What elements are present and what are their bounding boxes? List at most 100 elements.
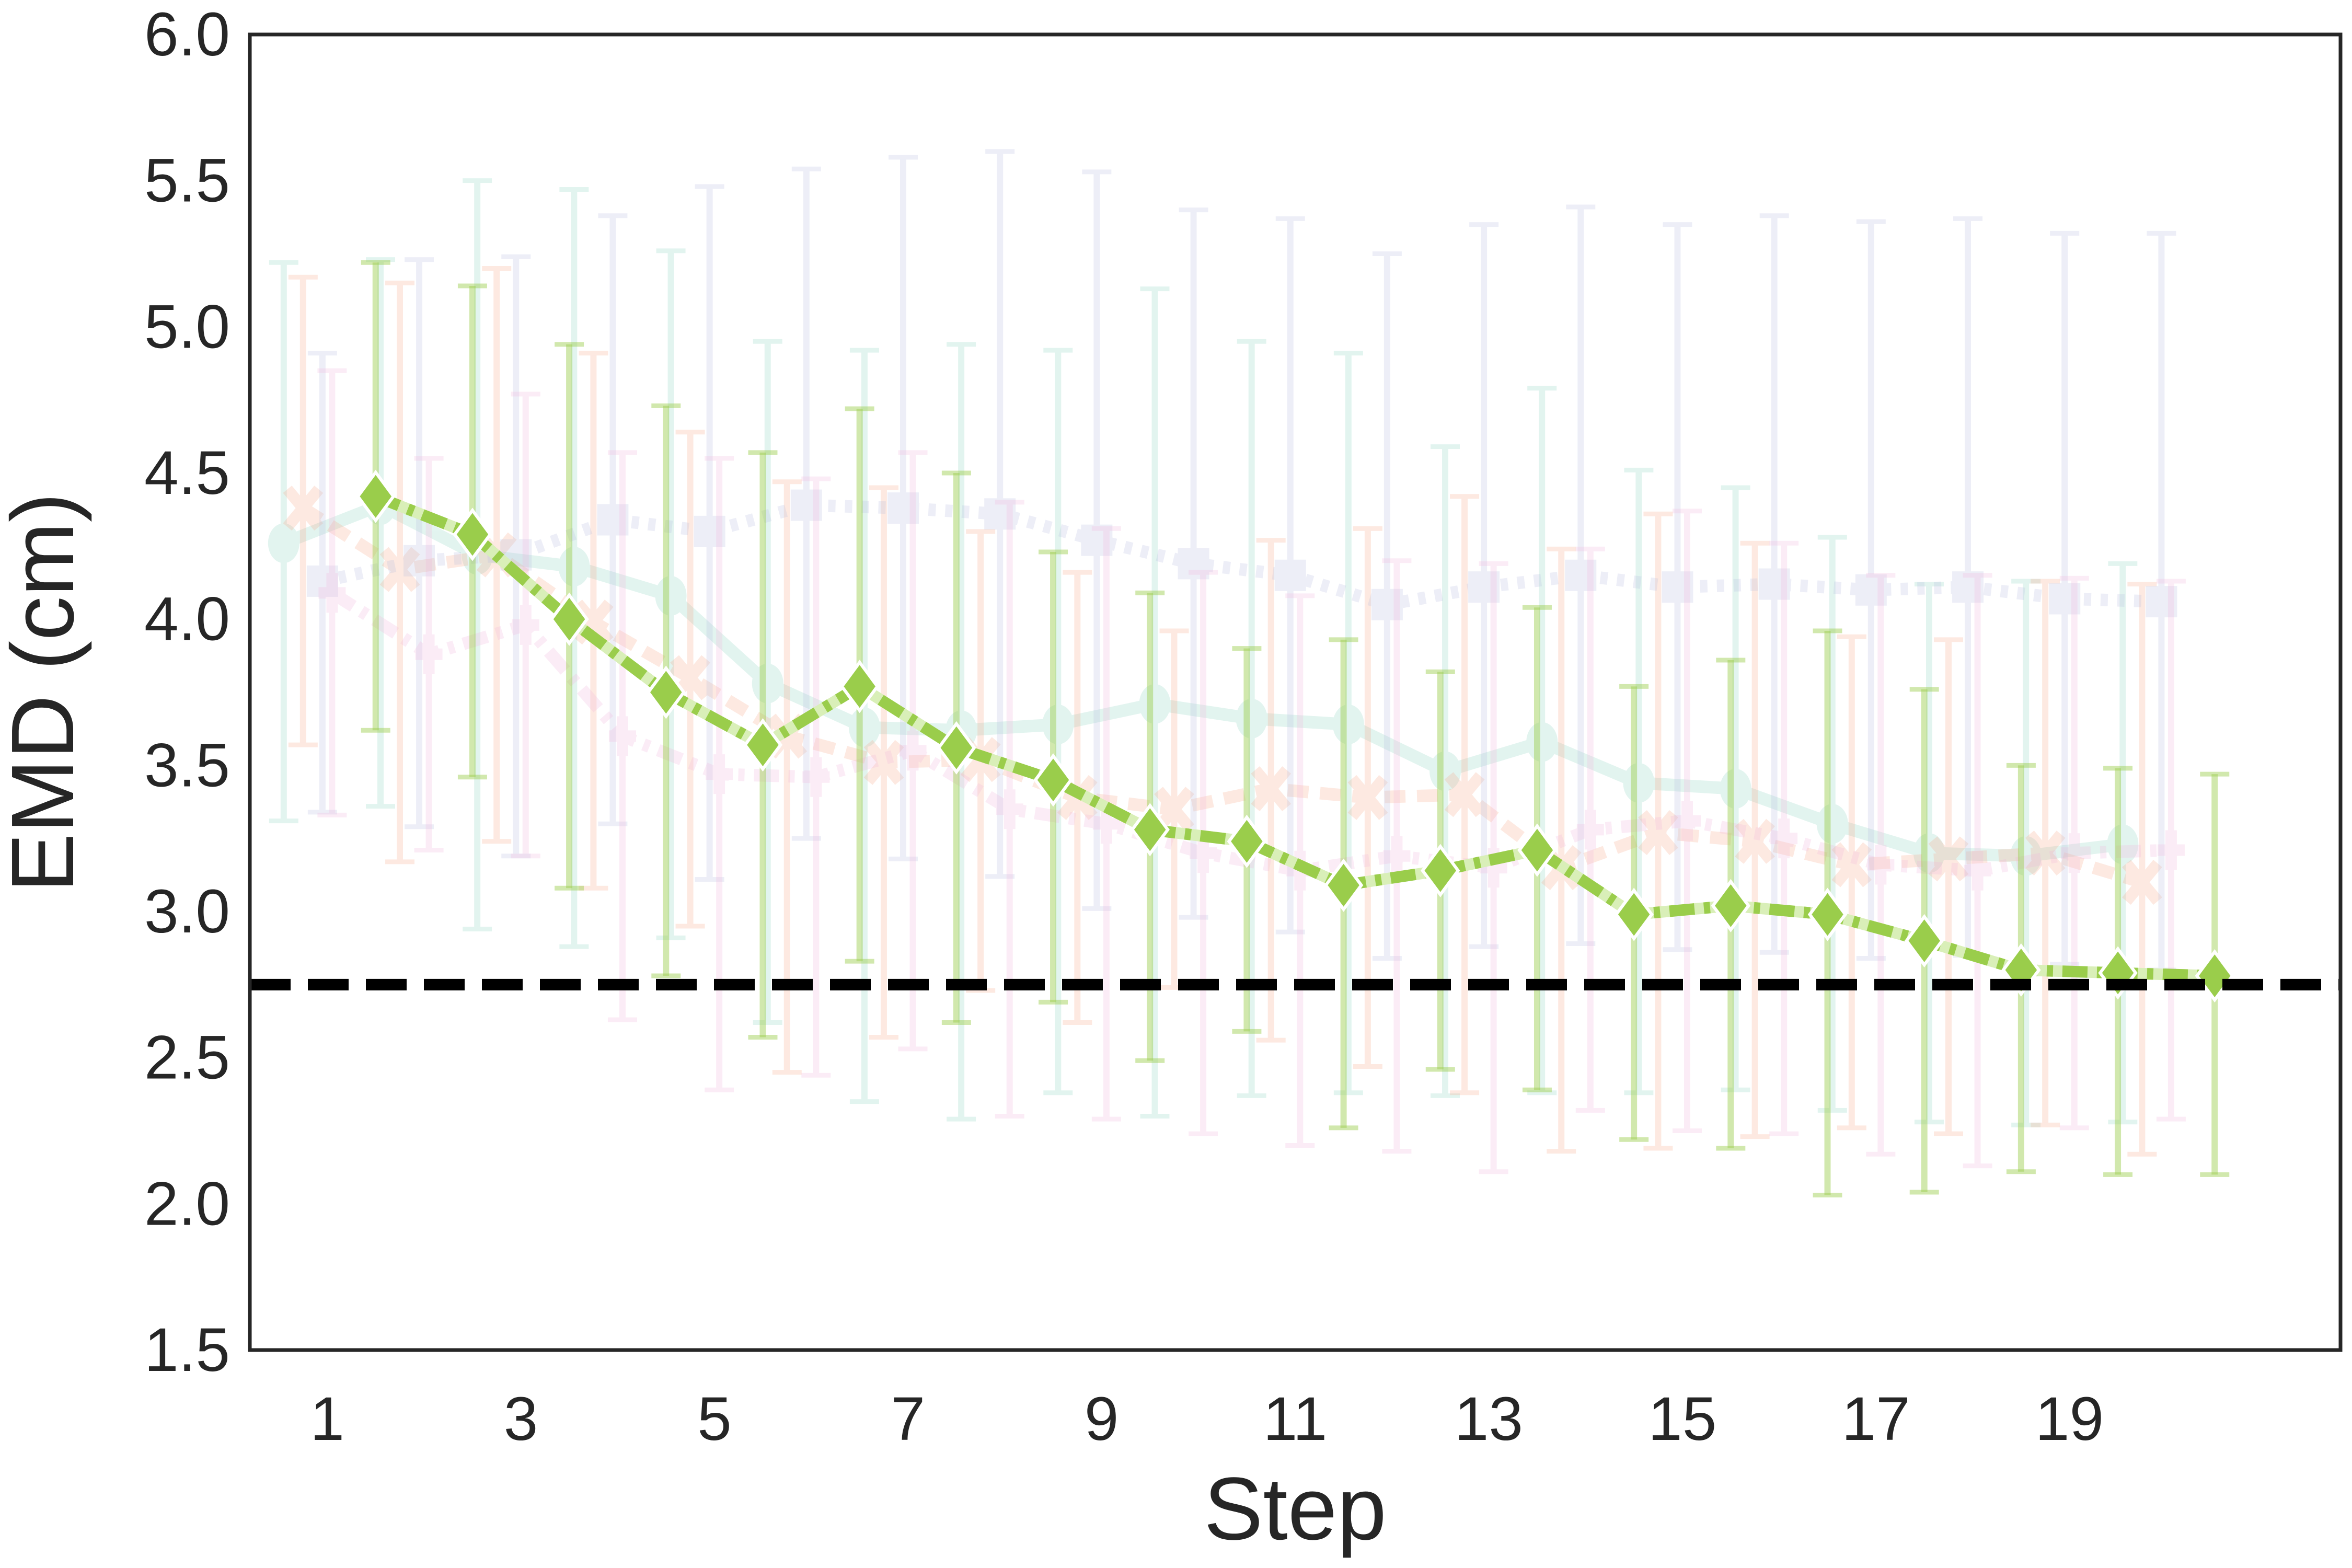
y-axis-ticks: 1.5 2.0 2.5 3.0 3.5 4.0 4.5 5.0 5.5 6.0	[144, 0, 230, 1385]
x-tick-label: 15	[1648, 1385, 1716, 1454]
x-marker	[1251, 766, 1292, 812]
diamond-marker	[356, 469, 396, 523]
x-marker	[1347, 775, 1388, 820]
square-marker	[790, 489, 822, 521]
plus-marker	[1674, 801, 1701, 841]
x-tick-label: 1	[310, 1385, 344, 1454]
axes-frame	[248, 32, 2343, 1352]
diamond-marker	[1033, 753, 1073, 807]
circle-marker	[752, 663, 783, 704]
series-green-diamond	[356, 260, 2234, 1198]
diamond-marker	[1614, 887, 1654, 941]
series-line	[373, 491, 2215, 982]
plus-marker	[1867, 845, 1895, 885]
x-marker	[1638, 810, 1678, 856]
x-tick-label: 13	[1455, 1385, 1523, 1454]
diamond-marker	[743, 718, 783, 772]
circle-marker	[848, 707, 880, 747]
plus-marker	[706, 754, 733, 794]
y-tick-label: 2.5	[144, 1023, 230, 1092]
x-marker	[1928, 836, 1969, 882]
y-tick-label: 5.0	[144, 292, 230, 361]
plus-marker	[512, 605, 539, 645]
square-marker	[306, 565, 338, 597]
diamond-marker	[1227, 814, 1267, 868]
diamond-marker	[1807, 887, 1848, 941]
series-pink	[317, 368, 2186, 1174]
plus-marker	[415, 634, 443, 674]
diamond-marker	[1711, 879, 1751, 932]
series-lavender-square	[306, 149, 2177, 973]
square-marker	[1758, 568, 1790, 600]
x-tick-label: 3	[504, 1385, 538, 1454]
circle-marker	[1139, 684, 1171, 724]
square-marker	[2146, 586, 2177, 618]
y-tick-label: 4.0	[144, 585, 230, 654]
square-marker	[887, 492, 919, 524]
circle-marker	[1429, 751, 1461, 791]
diamond-marker	[2195, 949, 2234, 1003]
diamond-marker	[1323, 858, 1364, 912]
plus-marker	[1964, 850, 1991, 891]
square-marker	[1274, 559, 1306, 591]
circle-marker	[655, 575, 687, 616]
square-marker	[1371, 589, 1403, 620]
plus-marker	[996, 789, 1023, 829]
x-axis-label: Step	[1204, 1459, 1387, 1559]
x-marker	[863, 740, 904, 785]
plus-marker	[608, 716, 636, 756]
series-line	[321, 499, 2162, 611]
circle-marker	[2107, 824, 2139, 864]
plus-marker	[899, 731, 927, 771]
diamond-marker	[1421, 844, 1460, 897]
x-marker	[379, 547, 420, 592]
y-tick-label: 4.5	[144, 439, 230, 508]
diamond-marker	[1517, 823, 1557, 877]
y-tick-label: 1.5	[144, 1316, 230, 1385]
square-marker	[1855, 574, 1887, 606]
x-tick-label: 7	[891, 1385, 925, 1454]
diamond-marker	[839, 660, 880, 713]
square-marker	[1081, 524, 1113, 556]
plus-marker	[2157, 830, 2185, 870]
circle-marker	[1623, 763, 1655, 803]
plus-marker	[1576, 810, 1604, 850]
circle-marker	[1913, 833, 1945, 873]
y-axis-label: EMD (cm)	[0, 493, 93, 893]
square-marker	[1178, 548, 1209, 580]
square-marker	[984, 498, 1016, 530]
x-tick-label: 5	[697, 1385, 732, 1454]
plus-marker	[1383, 836, 1411, 876]
y-tick-label: 3.0	[144, 877, 230, 946]
y-tick-label: 3.5	[144, 731, 230, 800]
diamond-marker	[1904, 914, 1944, 967]
x-marker	[1735, 818, 1775, 864]
circle-marker	[1720, 769, 1751, 809]
square-marker	[1468, 571, 1500, 603]
diamond-marker	[453, 508, 492, 561]
plot-area	[250, 149, 2341, 1198]
x-tick-label: 19	[2035, 1385, 2104, 1454]
series-line	[328, 587, 2172, 877]
square-marker	[597, 504, 629, 536]
series-line	[281, 499, 2124, 862]
circle-marker	[1526, 722, 1558, 762]
diamond-marker	[1130, 803, 1170, 857]
plus-marker	[2060, 833, 2088, 873]
circle-marker	[1332, 705, 1364, 745]
circle-marker	[2010, 836, 2042, 876]
square-marker	[694, 515, 725, 547]
circle-marker	[1236, 698, 1267, 739]
x-marker	[1444, 772, 1485, 817]
x-marker	[1831, 842, 1872, 887]
x-marker	[2122, 860, 2162, 905]
circle-marker	[558, 546, 590, 586]
x-marker	[283, 486, 324, 531]
square-marker	[1662, 571, 1693, 603]
diamond-marker	[646, 665, 686, 719]
plus-marker	[802, 757, 830, 797]
series-orange-x	[283, 266, 2162, 1157]
y-tick-label: 2.0	[144, 1169, 230, 1238]
x-tick-label: 9	[1085, 1385, 1119, 1454]
